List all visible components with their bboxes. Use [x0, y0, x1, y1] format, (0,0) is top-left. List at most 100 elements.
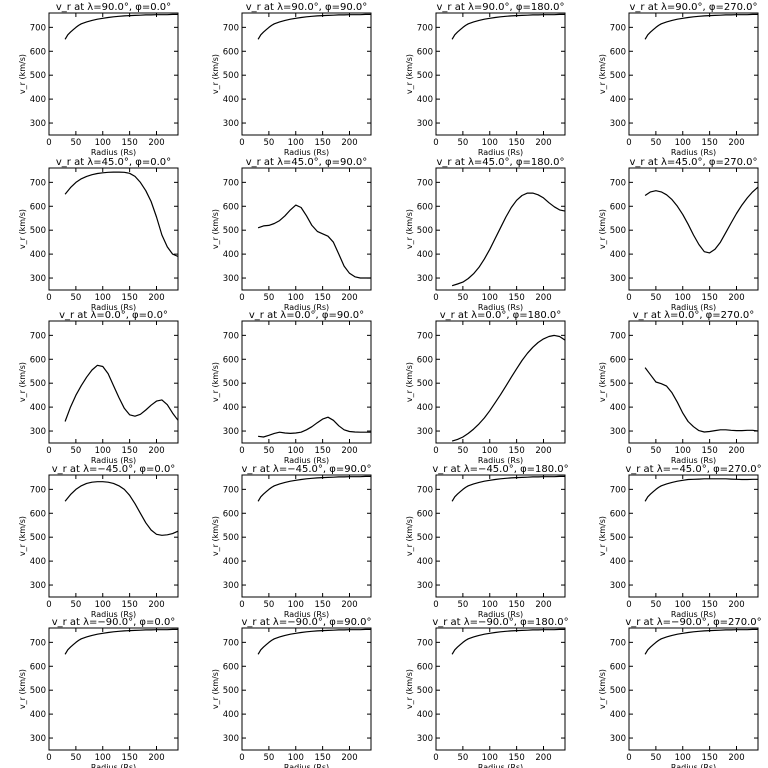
panel-title: v_r at λ=−45.0°, φ=0.0° [52, 464, 176, 475]
y-axis-label: v_r (km/s) [211, 669, 220, 709]
x-axis-label: Radius (Rs) [671, 148, 716, 157]
y-axis-label: v_r (km/s) [211, 516, 220, 556]
x-tick-label: 0 [626, 138, 631, 148]
x-axis-label: Radius (Rs) [91, 763, 136, 768]
y-tick-label: 500 [30, 533, 46, 543]
y-tick-label: 700 [223, 178, 239, 188]
panel-16: v_r at λ=−45.0°, φ=270.0° 0 50 100 150 200 300… [598, 464, 762, 619]
x-tick-label: 200 [341, 446, 357, 456]
plot-frame [48, 320, 179, 444]
y-tick-label: 700 [610, 485, 626, 495]
y-tick-label: 300 [610, 581, 626, 591]
y-tick-label: 300 [223, 581, 239, 591]
x-tick-label: 200 [728, 753, 744, 763]
y-tick-label: 500 [417, 379, 433, 389]
series-line [64, 481, 179, 536]
x-tick-label: 150 [509, 446, 525, 456]
x-tick-label: 150 [315, 600, 331, 610]
x-tick-label: 100 [288, 753, 304, 763]
y-tick-label: 600 [417, 47, 433, 57]
x-tick-label: 0 [46, 753, 51, 763]
panel-title: v_r at λ=−90.0°, φ=0.0° [52, 617, 176, 628]
series-line [644, 478, 758, 502]
x-tick-label: 0 [433, 293, 438, 303]
panel-title: v_r at λ=0.0°, φ=0.0° [59, 310, 168, 321]
x-axis-label: Radius (Rs) [671, 610, 716, 619]
y-tick-label: 400 [30, 250, 46, 260]
y-tick-label: 500 [30, 71, 46, 81]
x-tick-label: 100 [482, 293, 498, 303]
y-tick-label: 700 [610, 178, 626, 188]
y-tick-label: 300 [610, 119, 626, 129]
plot-frame [48, 474, 179, 598]
x-tick-label: 0 [239, 446, 244, 456]
x-tick-label: 50 [650, 293, 661, 303]
y-tick-label: 400 [223, 95, 239, 105]
y-tick-label: 700 [417, 638, 433, 648]
y-tick-label: 600 [223, 202, 239, 212]
x-tick-label: 50 [457, 138, 468, 148]
x-tick-label: 200 [535, 600, 551, 610]
x-tick-label: 50 [70, 446, 81, 456]
y-tick-label: 600 [223, 662, 239, 672]
x-tick-label: 150 [122, 138, 138, 148]
x-tick-label: 150 [702, 600, 718, 610]
plot-frame [48, 627, 179, 751]
series-line [451, 334, 566, 442]
x-tick-label: 50 [650, 600, 661, 610]
x-tick-label: 0 [46, 600, 51, 610]
x-tick-label: 150 [315, 446, 331, 456]
x-tick-label: 200 [535, 753, 551, 763]
y-tick-label: 700 [223, 485, 239, 495]
panel-3: v_r at λ=90.0°, φ=180.0° 0 50 100 150 200 300 4… [405, 2, 566, 157]
x-tick-label: 150 [122, 753, 138, 763]
x-tick-label: 50 [263, 753, 274, 763]
x-tick-label: 0 [626, 446, 631, 456]
y-tick-label: 600 [417, 355, 433, 365]
y-tick-label: 500 [610, 686, 626, 696]
y-tick-label: 700 [30, 485, 46, 495]
y-tick-label: 600 [610, 202, 626, 212]
y-tick-label: 400 [417, 557, 433, 567]
x-tick-label: 50 [650, 138, 661, 148]
series-line [644, 13, 758, 40]
panel-title: v_r at λ=90.0°, φ=0.0° [56, 2, 171, 13]
panel-title: v_r at λ=0.0°, φ=180.0° [440, 310, 562, 321]
x-axis-label: Radius (Rs) [671, 456, 716, 465]
series-line [451, 475, 565, 502]
y-tick-label: 300 [610, 274, 626, 284]
y-tick-label: 700 [417, 23, 433, 33]
x-tick-label: 150 [122, 446, 138, 456]
x-tick-label: 0 [626, 293, 631, 303]
plot-frame [241, 12, 372, 136]
x-tick-label: 50 [263, 600, 274, 610]
x-tick-label: 100 [675, 446, 691, 456]
y-tick-label: 500 [610, 71, 626, 81]
y-tick-label: 400 [610, 250, 626, 260]
panel-title: v_r at λ=90.0°, φ=180.0° [437, 2, 565, 13]
plot-frame [241, 167, 372, 291]
y-tick-label: 700 [30, 638, 46, 648]
y-tick-label: 700 [610, 638, 626, 648]
x-tick-label: 0 [433, 600, 438, 610]
plot-frame [435, 167, 566, 291]
y-tick-label: 300 [30, 274, 46, 284]
x-tick-label: 50 [263, 138, 274, 148]
panel-title: v_r at λ=−90.0°, φ=270.0° [625, 617, 761, 628]
x-axis-label: Radius (Rs) [91, 303, 136, 312]
y-tick-label: 500 [223, 71, 239, 81]
y-tick-label: 600 [30, 47, 46, 57]
x-tick-label: 50 [457, 753, 468, 763]
y-tick-label: 400 [417, 250, 433, 260]
y-tick-label: 500 [223, 533, 239, 543]
x-tick-label: 200 [148, 138, 164, 148]
x-tick-label: 100 [675, 600, 691, 610]
y-axis-label: v_r (km/s) [598, 669, 607, 709]
y-axis-label: v_r (km/s) [405, 669, 414, 709]
y-axis-label: v_r (km/s) [405, 516, 414, 556]
y-tick-label: 500 [610, 379, 626, 389]
y-tick-label: 400 [223, 710, 239, 720]
y-tick-label: 400 [610, 95, 626, 105]
y-tick-label: 600 [610, 355, 626, 365]
y-tick-label: 400 [610, 557, 626, 567]
